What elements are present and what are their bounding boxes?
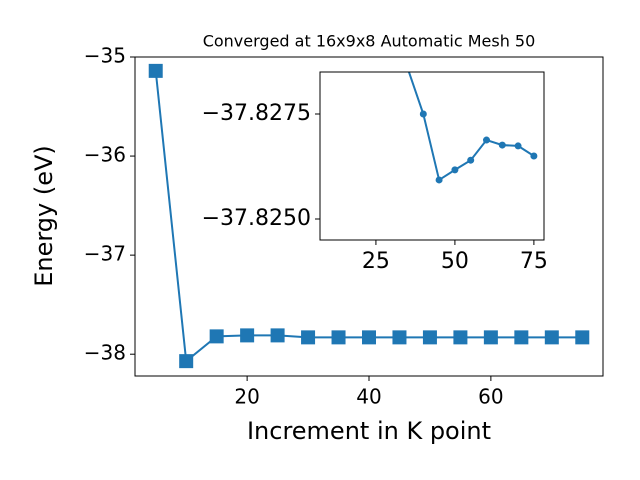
plot-area	[404, 64, 538, 184]
x-tick-label: 40	[356, 385, 381, 409]
marker	[148, 63, 163, 78]
x-tick-label: 75	[520, 249, 548, 274]
axes-frame	[319, 71, 545, 241]
marker	[240, 328, 255, 343]
marker	[404, 64, 411, 71]
marker	[209, 329, 224, 344]
marker	[392, 330, 407, 345]
marker	[301, 330, 316, 345]
marker	[482, 136, 490, 144]
marker	[270, 328, 285, 343]
marker	[514, 330, 529, 345]
marker	[575, 330, 590, 345]
marker	[451, 166, 459, 174]
x-axis-label: Increment in K point	[247, 417, 491, 445]
inset-background	[320, 72, 544, 240]
y-axis-label: Energy (eV)	[30, 145, 58, 287]
axes-frame	[134, 56, 604, 377]
marker	[514, 142, 522, 150]
y-tick-label: −37.8250	[202, 206, 311, 231]
marker	[544, 330, 559, 345]
marker	[419, 110, 427, 118]
x-tick-label: 25	[362, 249, 390, 274]
marker	[453, 330, 468, 345]
x-tick-label: 20	[234, 385, 259, 409]
marker	[362, 330, 376, 345]
marker	[530, 152, 538, 160]
y-tick-label: −35	[84, 44, 126, 68]
x-tick-label: 60	[478, 385, 503, 409]
y-tick-label: −38	[84, 341, 126, 365]
y-tick-label: −37.8275	[202, 101, 311, 126]
marker	[483, 330, 498, 345]
chart-title: Converged at 16x9x8 Automatic Mesh 50	[203, 32, 536, 51]
marker	[498, 141, 506, 149]
marker	[422, 330, 437, 345]
y-tick-label: −37	[84, 242, 126, 266]
plot-area	[148, 63, 590, 369]
marker	[331, 330, 346, 345]
x-tick-label: 50	[441, 249, 469, 274]
y-tick-label: −36	[84, 143, 126, 167]
marker	[435, 176, 443, 184]
marker	[467, 156, 475, 164]
marker	[179, 354, 194, 369]
